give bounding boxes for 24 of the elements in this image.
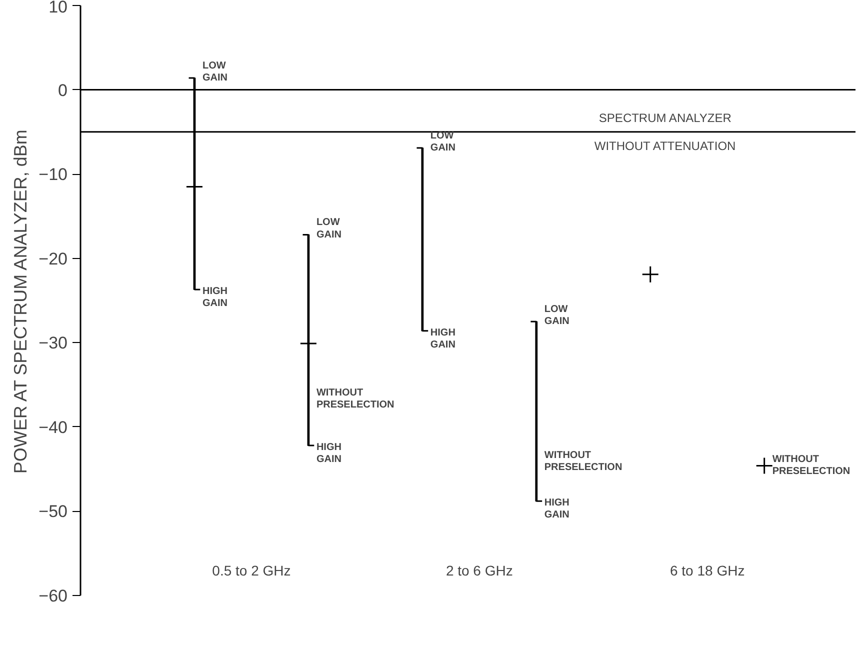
annotation: LOW GAIN — [316, 217, 342, 240]
y-tick-label: −40 — [38, 418, 68, 437]
annotation: LOW GAIN — [202, 60, 228, 84]
series-label: WITHOUT PRESELECTION — [772, 454, 850, 478]
y-axis-title: POWER AT SPECTRUM ANALYZER, dBm — [10, 130, 31, 474]
y-tick-label: 0 — [58, 80, 68, 100]
y-tick-label: −10 — [38, 165, 68, 184]
series-label: WITHOUT PRESELECTION — [544, 450, 622, 474]
annotation: HIGH GAIN — [202, 286, 228, 310]
annotation: 0.5 to 2 GHz — [212, 562, 291, 578]
annotation: HIGH GAIN — [544, 498, 570, 521]
annotation: LOW GAIN — [430, 130, 456, 154]
text: WITHOUT PRESELECTION — [316, 388, 394, 411]
y-tick-label: −30 — [38, 334, 68, 353]
ref-line-label: SPECTRUM ANALYZER WITHOUT ATTENUATION — [594, 110, 736, 153]
annotation: 2 to 6 GHz — [446, 562, 513, 578]
annotation: LOW GAIN — [544, 304, 570, 328]
annotation: 6 to 18 GHz — [670, 562, 745, 578]
annotation: HIGH GAIN — [430, 327, 456, 350]
y-tick-label: −20 — [38, 249, 68, 268]
y-tick-label: 10 — [48, 0, 68, 16]
y-tick-label: −60 — [38, 586, 68, 606]
annotation: HIGH GAIN — [316, 442, 342, 466]
y-tick-label: −50 — [38, 502, 68, 522]
